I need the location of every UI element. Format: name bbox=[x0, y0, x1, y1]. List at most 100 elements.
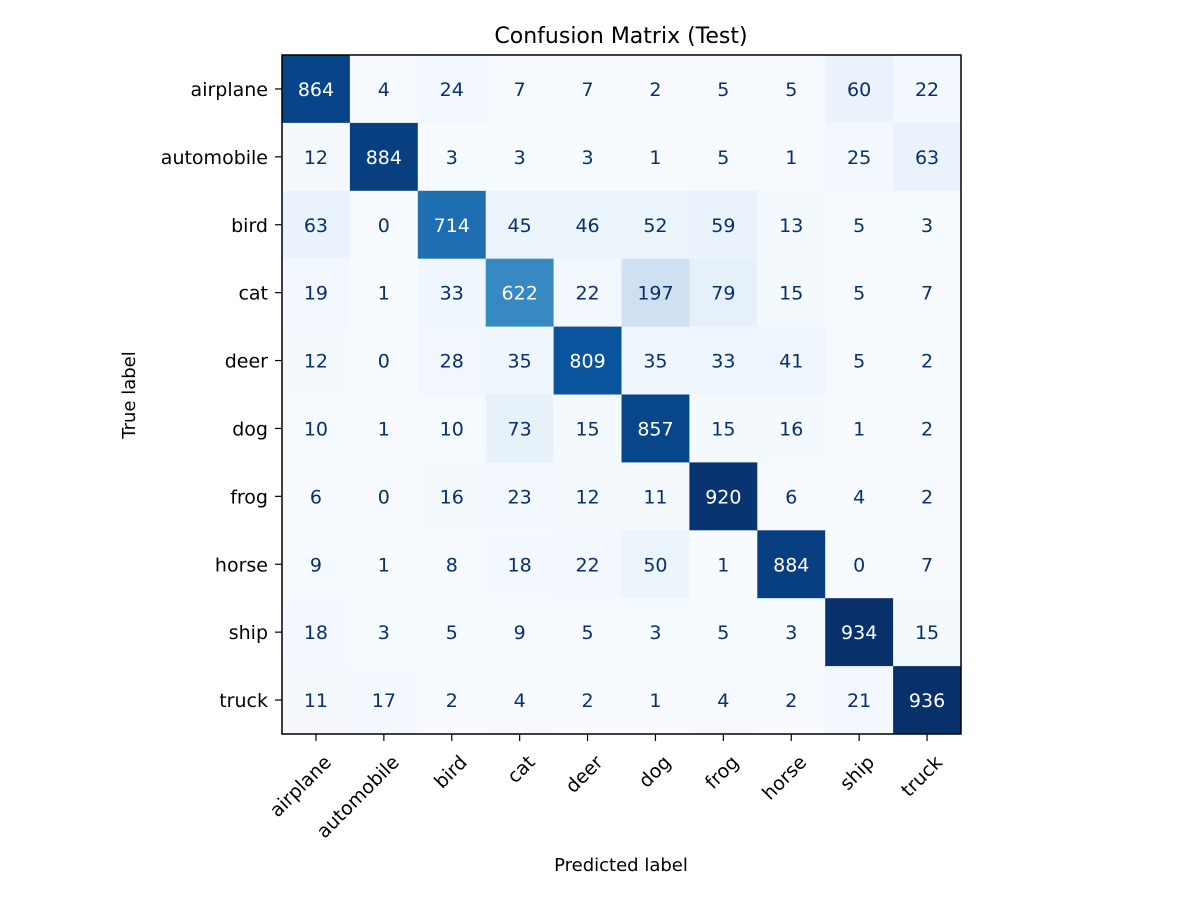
cell-value-label: 22 bbox=[575, 554, 599, 576]
heatmap-cell bbox=[689, 190, 758, 260]
heatmap-cell bbox=[417, 122, 487, 192]
heatmap-cell bbox=[825, 55, 894, 124]
cell-value-label: 7 bbox=[514, 79, 526, 101]
cell-value-label: 18 bbox=[508, 554, 532, 576]
cell-value-label: 25 bbox=[847, 147, 871, 169]
y-axis-label: True label bbox=[119, 351, 140, 440]
cell-value-label: 7 bbox=[582, 79, 594, 101]
cell-value-label: 197 bbox=[637, 283, 673, 305]
cell-value-label: 15 bbox=[915, 622, 939, 644]
heatmap-cell bbox=[757, 462, 826, 531]
heatmap-cell bbox=[621, 394, 690, 463]
cell-value-label: 1 bbox=[853, 418, 865, 440]
heatmap-cell bbox=[553, 666, 622, 735]
heatmap-cell bbox=[689, 394, 758, 463]
cell-value-label: 16 bbox=[440, 486, 464, 508]
heatmap-cell bbox=[757, 55, 826, 124]
cell-value-label: 2 bbox=[446, 690, 458, 712]
heatmap-cell bbox=[485, 598, 555, 667]
cell-value-label: 1 bbox=[378, 283, 390, 305]
heatmap-cell bbox=[282, 190, 351, 260]
cell-value-label: 3 bbox=[785, 622, 797, 644]
heatmap-cell bbox=[417, 462, 487, 531]
heatmap-cell bbox=[485, 55, 555, 124]
heatmap-cell bbox=[553, 394, 622, 463]
cell-value-label: 35 bbox=[508, 351, 532, 373]
cell-value-label: 50 bbox=[643, 554, 667, 576]
cell-value-label: 23 bbox=[508, 486, 532, 508]
cell-value-label: 0 bbox=[378, 351, 390, 373]
heatmap-cell bbox=[689, 326, 758, 395]
cell-value-label: 1 bbox=[378, 418, 390, 440]
heatmap-cell bbox=[893, 530, 962, 599]
cell-value-label: 73 bbox=[508, 418, 532, 440]
cell-value-label: 3 bbox=[921, 215, 933, 237]
heatmap-cell bbox=[485, 462, 555, 531]
heatmap-cell bbox=[825, 462, 894, 531]
heatmap-cell bbox=[349, 394, 419, 463]
y-tick-label: bird bbox=[231, 215, 268, 237]
cell-value-label: 5 bbox=[582, 622, 594, 644]
heatmap-cell bbox=[485, 394, 555, 463]
y-tick-label: cat bbox=[238, 283, 268, 305]
heatmap-cell bbox=[689, 462, 758, 531]
heatmap-cell bbox=[282, 598, 351, 667]
cell-value-label: 884 bbox=[773, 554, 809, 576]
heatmap-cell bbox=[825, 530, 894, 599]
heatmap-cell bbox=[757, 666, 826, 735]
heatmap-cell bbox=[757, 394, 826, 463]
heatmap-cell bbox=[825, 394, 894, 463]
heatmap-cell bbox=[349, 190, 419, 260]
cell-value-label: 0 bbox=[853, 554, 865, 576]
heatmap-cell bbox=[417, 394, 487, 463]
heatmap-cell bbox=[349, 55, 419, 124]
cell-value-label: 934 bbox=[841, 622, 877, 644]
heatmap-cell bbox=[553, 462, 622, 531]
heatmap-cell bbox=[349, 258, 419, 328]
cell-value-label: 15 bbox=[779, 283, 803, 305]
y-axis-ticks: airplane automobile bird cat deer dog frog hors… bbox=[161, 79, 282, 712]
cell-value-label: 46 bbox=[575, 215, 599, 237]
cell-value-label: 7 bbox=[921, 554, 933, 576]
cell-value-label: 857 bbox=[637, 418, 673, 440]
heatmap-cell bbox=[893, 190, 962, 260]
cell-value-label: 11 bbox=[304, 690, 328, 712]
heatmap-cell bbox=[893, 55, 962, 124]
cell-value-label: 4 bbox=[378, 79, 390, 101]
heatmap-cell bbox=[553, 530, 622, 599]
heatmap-cell bbox=[689, 530, 758, 599]
heatmap-cell bbox=[485, 258, 555, 328]
y-tick-label: truck bbox=[219, 690, 268, 712]
y-tick-label: horse bbox=[215, 554, 268, 576]
cell-value-label: 5 bbox=[853, 351, 865, 373]
cell-value-label: 7 bbox=[921, 283, 933, 305]
cell-value-label: 5 bbox=[717, 147, 729, 169]
heatmap-cells bbox=[282, 55, 962, 735]
heatmap-cell bbox=[282, 394, 351, 463]
heatmap-cell bbox=[282, 462, 351, 531]
heatmap-cell bbox=[553, 190, 622, 260]
chart-title: Confusion Matrix (Test) bbox=[494, 24, 747, 49]
cell-value-label: 45 bbox=[508, 215, 532, 237]
y-tick-label: frog bbox=[230, 486, 268, 508]
heatmap-cell bbox=[621, 55, 690, 124]
cell-value-label: 4 bbox=[853, 486, 865, 508]
heatmap-cell bbox=[621, 326, 690, 395]
cell-value-label: 15 bbox=[711, 418, 735, 440]
heatmap-cell bbox=[893, 258, 962, 328]
heatmap-cell bbox=[893, 462, 962, 531]
cell-value-label: 10 bbox=[440, 418, 464, 440]
heatmap-cell bbox=[417, 666, 487, 735]
heatmap-cell bbox=[757, 530, 826, 599]
x-axis-label: Predicted label bbox=[554, 855, 688, 876]
cell-value-label: 2 bbox=[582, 690, 594, 712]
heatmap-cell bbox=[621, 122, 690, 192]
cell-value-label: 33 bbox=[440, 283, 464, 305]
cell-value-label: 0 bbox=[378, 215, 390, 237]
heatmap-cell bbox=[485, 326, 555, 395]
heatmap-cell bbox=[893, 394, 962, 463]
heatmap-cell bbox=[485, 666, 555, 735]
cell-value-label: 884 bbox=[366, 147, 402, 169]
cell-value-label: 6 bbox=[310, 486, 322, 508]
cell-value-label: 4 bbox=[514, 690, 526, 712]
